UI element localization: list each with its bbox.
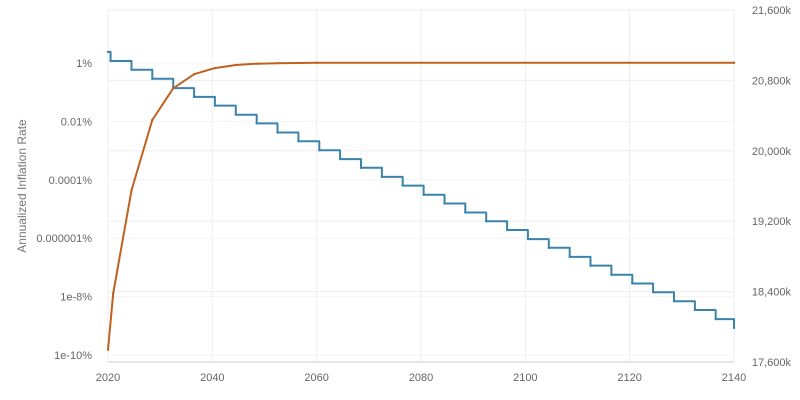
supply-series-line: [107, 61, 735, 351]
x-tick-label: 2080: [409, 372, 433, 384]
x-tick-label: 2120: [617, 372, 641, 384]
inflation-rate-point: [714, 317, 717, 321]
supply-point: [130, 189, 133, 192]
inflation-rate-point: [359, 166, 363, 170]
y2-tick-label: 19,200k: [752, 216, 792, 228]
supply-point: [112, 292, 115, 295]
x-tick-label: 2060: [304, 372, 328, 384]
inflation-rate-point: [732, 326, 736, 330]
y-tick-label: 0.000001%: [36, 233, 92, 245]
inflation-rate-point: [297, 140, 300, 143]
y-tick-label: 0.0001%: [49, 175, 93, 187]
supply-point: [255, 62, 258, 65]
inflation-rate-point: [693, 308, 697, 312]
y2-tick-label: 20,800k: [752, 75, 792, 87]
inflation-rate-point: [151, 77, 154, 80]
y-tick-label: 1%: [76, 58, 92, 70]
y-tick-label: 1e-8%: [60, 292, 92, 304]
inflation-rate-point: [672, 300, 676, 303]
supply-point: [106, 348, 110, 351]
y-tick-label: 0.01%: [61, 116, 92, 128]
inflation-rate-point: [380, 175, 384, 179]
inflation-rate-point: [443, 202, 446, 205]
inflation-rate-point: [106, 50, 110, 54]
inflation-rate-point: [130, 68, 133, 71]
inflation-rate-point: [213, 104, 217, 107]
y-tick-label: 1e-10%: [54, 350, 92, 362]
inflation-rate-point: [338, 157, 342, 161]
supply-point: [151, 118, 154, 122]
y2-tick-label: 20,000k: [752, 146, 792, 158]
inflation-rate-point: [234, 113, 238, 116]
inflation-rate-point: [192, 95, 196, 99]
inflation-rate-point: [505, 228, 509, 232]
y2-tick-label: 21,600k: [752, 5, 792, 17]
x-tick-label: 2140: [722, 372, 746, 384]
supply-point: [172, 87, 175, 90]
inflation-rate-point: [485, 220, 488, 223]
supply-point: [315, 61, 318, 64]
inflation-rate-point: [318, 149, 321, 152]
supply-point: [276, 61, 279, 65]
inflation-rate-point: [276, 131, 279, 134]
supply-point: [192, 73, 196, 76]
inflation-rate-point: [631, 282, 634, 285]
inflation-rate-series-line: [107, 50, 735, 329]
y-axis-title: Annualized Inflation Rate: [15, 119, 29, 253]
y2-tick-label: 18,400k: [752, 287, 792, 299]
inflation-rate-point: [526, 237, 530, 241]
inflation-rate-point: [422, 193, 425, 196]
inflation-rate-point: [651, 291, 655, 294]
inflation-rate-point: [568, 255, 571, 259]
inflation-rate-point: [401, 184, 404, 187]
x-tick-label: 2100: [513, 372, 537, 384]
y2-tick-label: 17,600k: [752, 357, 792, 369]
inflation-rate-point: [589, 264, 592, 267]
inflation-rate-point: [109, 59, 112, 63]
x-tick-label: 2020: [96, 372, 120, 384]
inflation-rate-point: [255, 122, 258, 125]
supply-point: [732, 61, 736, 64]
supply-point: [213, 66, 217, 70]
tick-labels: 2020 2040 2060 2080 2100 2120 2140 1% 0.01% 0.000…: [36, 5, 791, 384]
supply-point: [234, 63, 238, 67]
series-lines: [106, 50, 736, 351]
x-tick-label: 2040: [200, 372, 224, 384]
inflation-rate-point: [547, 246, 551, 250]
inflation-rate-point: [464, 211, 467, 214]
inflation-rate-point: [610, 273, 613, 276]
